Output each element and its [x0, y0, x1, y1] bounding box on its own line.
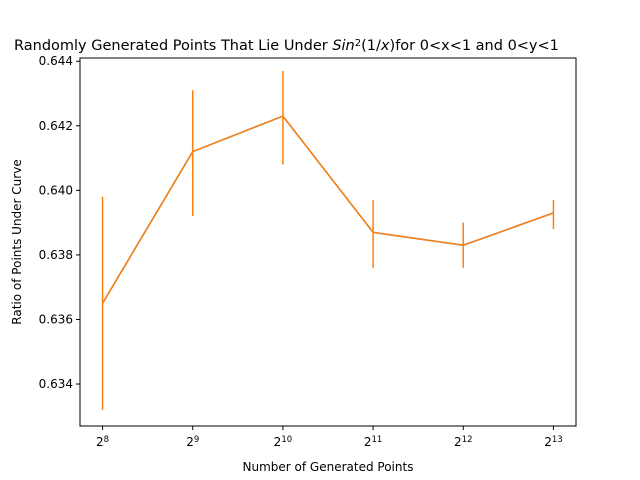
series-line-overlay [101, 115, 554, 304]
y-tick-label-2: 0.638 [39, 248, 73, 262]
title-suffix: for 0<x<1 and 0<y<1 [395, 38, 559, 54]
chart-title: Randomly Generated Points That Lie Under… [14, 38, 559, 54]
x-tick-label-0: 28 [96, 435, 109, 449]
x-axis-label: Number of Generated Points [243, 460, 414, 474]
y-tick-label-3: 0.640 [39, 183, 73, 197]
y-tick-label-5: 0.644 [39, 54, 73, 68]
title-close: ) [390, 38, 396, 54]
y-tick-label-0: 0.634 [39, 377, 73, 391]
axes-frame [79, 57, 577, 427]
x-tick-label-2: 210 [274, 435, 292, 449]
x-tick-label-4: 212 [454, 435, 472, 449]
plot-area [101, 70, 555, 410]
y-tick-label-1: 0.636 [39, 312, 73, 326]
title-var: x [380, 38, 390, 54]
y-axis-label: Ratio of Points Under Curve [10, 159, 24, 324]
x-tick-label-5: 213 [544, 435, 562, 449]
series-line [101, 115, 554, 304]
title-func: Sin [332, 38, 354, 54]
title-exp: 2 [355, 38, 361, 49]
y-axis-ticks: 0.634 0.636 0.638 0.640 0.642 0.644 [39, 54, 80, 391]
x-tick-label-3: 211 [364, 435, 382, 449]
title-arg: (1/ [361, 38, 381, 54]
x-axis-ticks: 28 29 210 211 212 213 [96, 426, 563, 449]
title-prefix: Randomly Generated Points That Lie Under [14, 38, 332, 54]
y-tick-label-4: 0.642 [39, 119, 73, 133]
x-tick-label-1: 29 [186, 435, 199, 449]
